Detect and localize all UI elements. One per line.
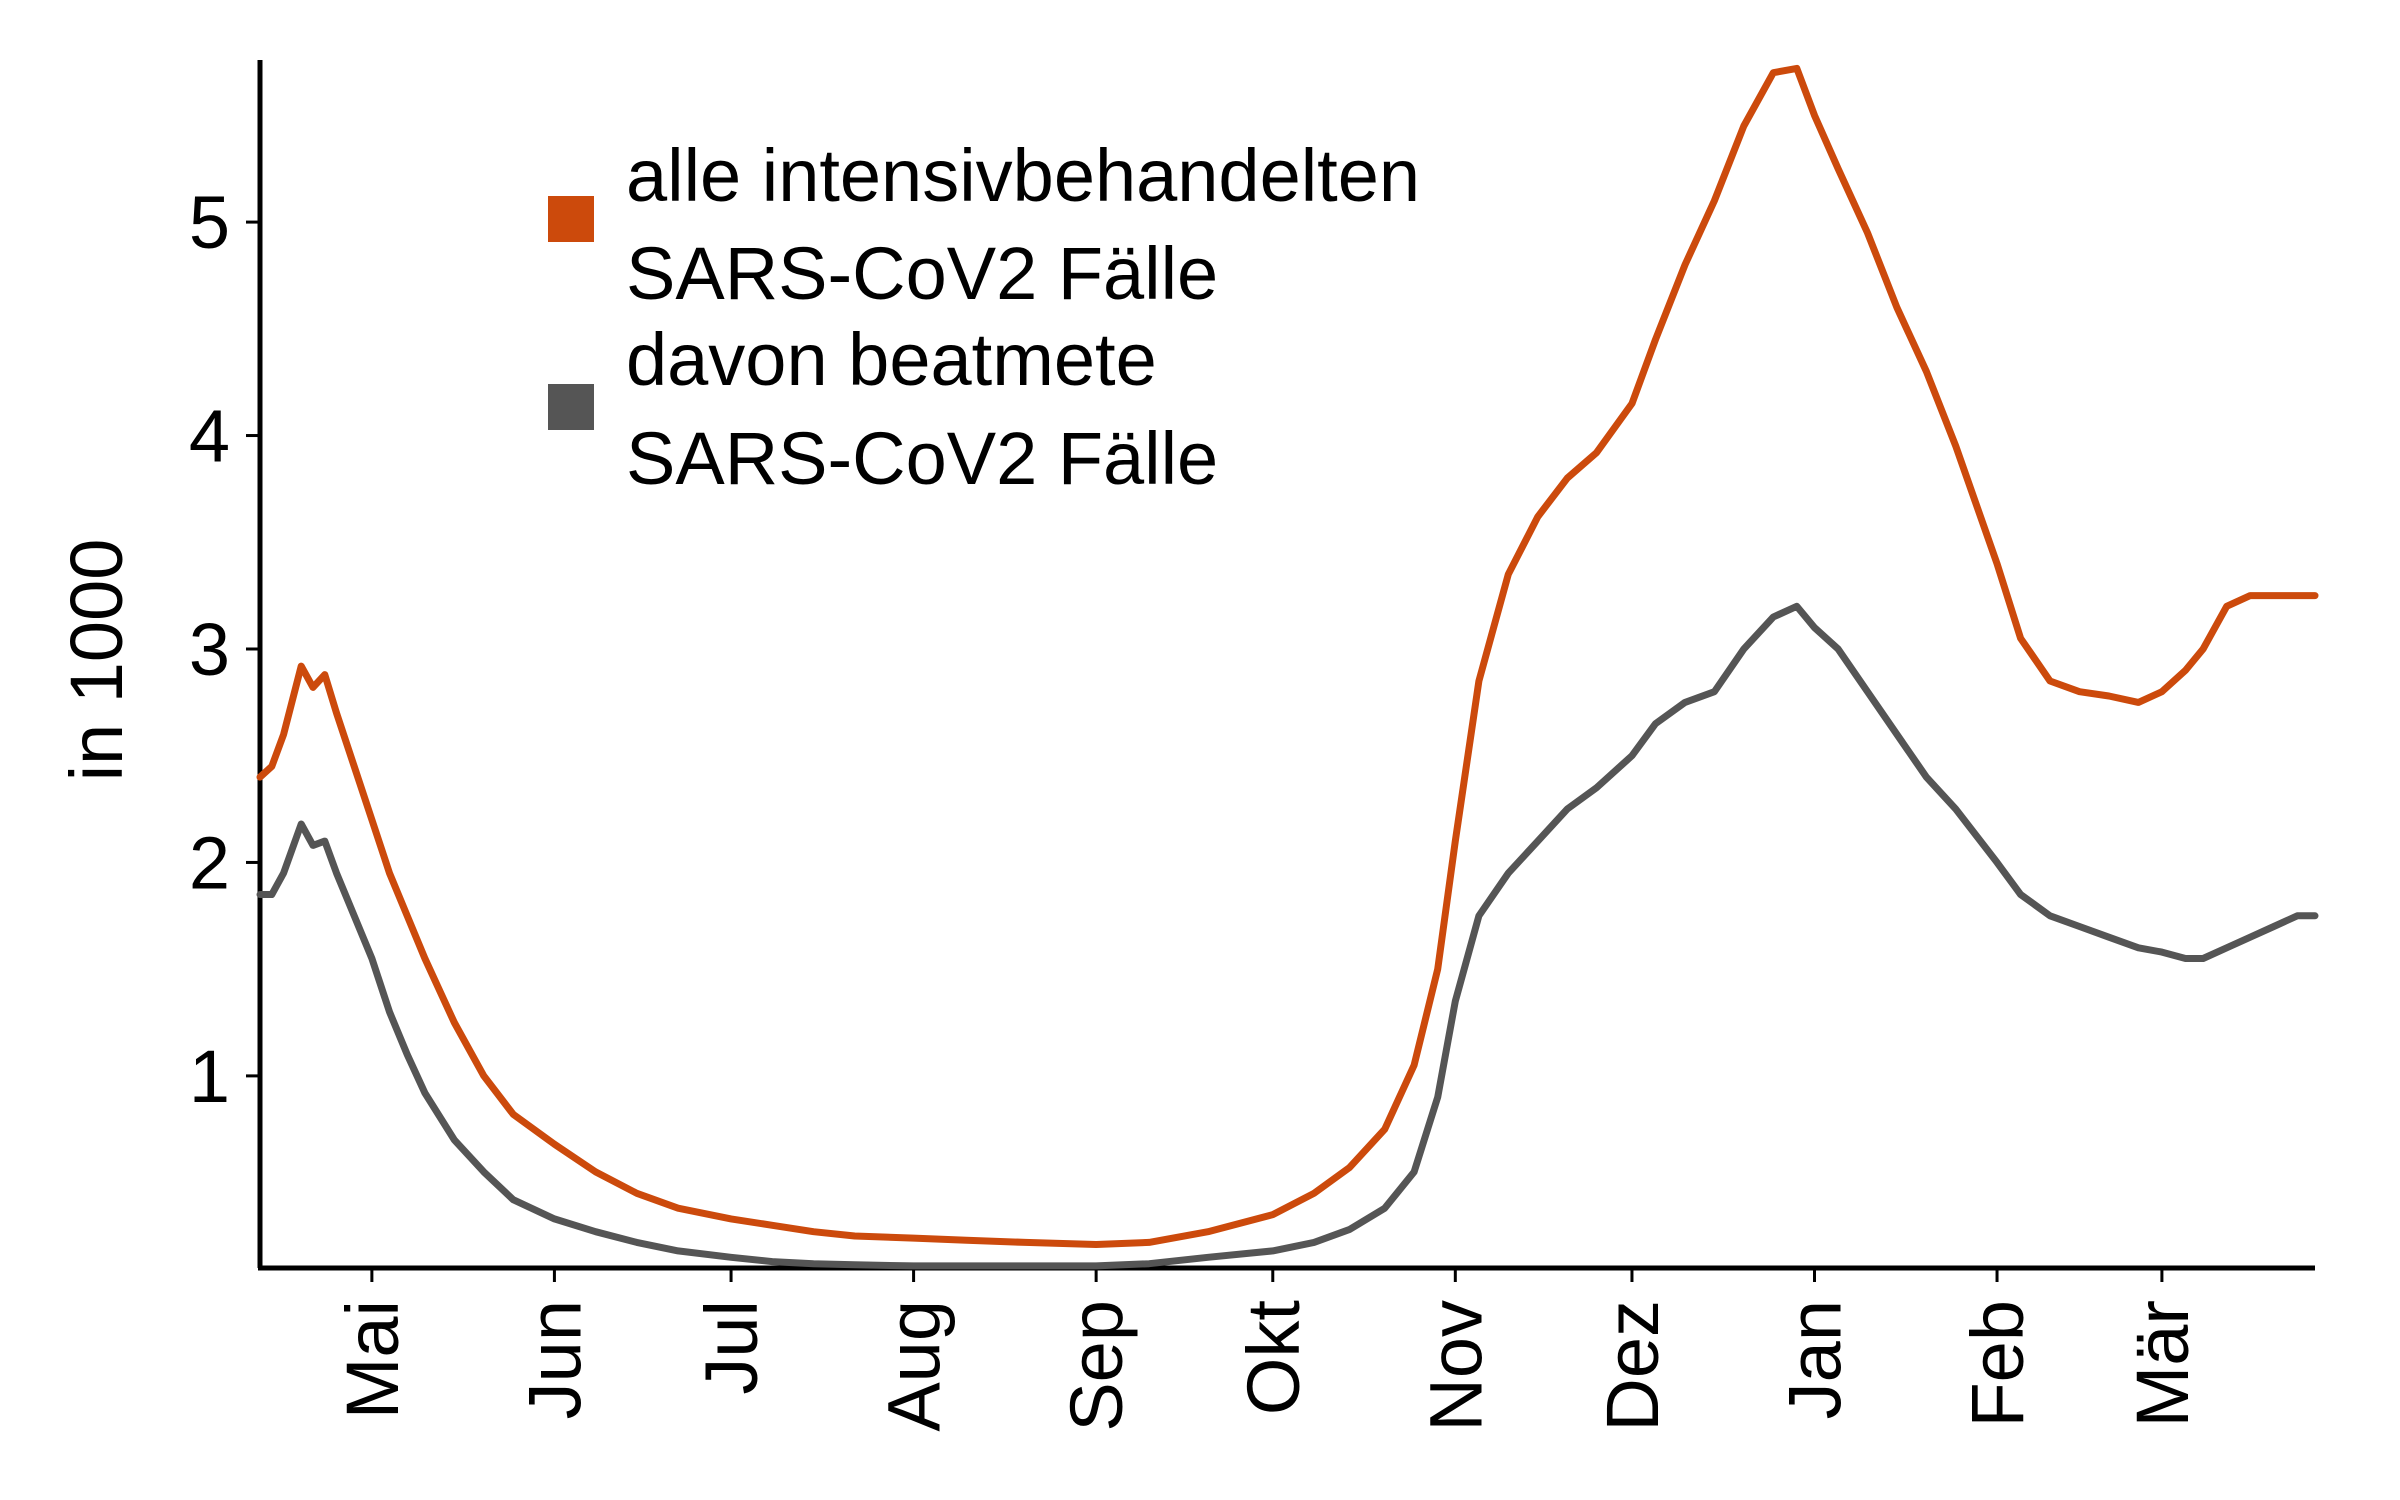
- x-tick-label: Jan: [1773, 1300, 1856, 1419]
- y-tick-label: 1: [189, 1035, 230, 1118]
- x-axis-ticks: Mai Jun Jul Aug Sep Okt Nov Dez Jan Feb Mär: [331, 1268, 2204, 1432]
- legend-label-icu-line2: SARS-CoV2 Fälle: [626, 232, 1218, 315]
- x-tick-label: Mai: [331, 1300, 414, 1419]
- x-tick-label: Jul: [690, 1300, 773, 1395]
- x-tick-label: Dez: [1591, 1300, 1674, 1432]
- x-tick-label: Feb: [1956, 1300, 2039, 1428]
- series-line-ventilated: [256, 602, 2319, 1270]
- x-tick-label: Sep: [1055, 1300, 1138, 1432]
- x-tick-label: Okt: [1232, 1300, 1315, 1416]
- x-tick-label: Nov: [1414, 1300, 1497, 1432]
- legend-swatch-ventilated: [548, 384, 594, 430]
- x-tick-label: Aug: [873, 1300, 956, 1432]
- y-axis-ticks: 1 2 3 4 5: [189, 181, 260, 1118]
- series-line-icu: [256, 64, 2319, 1248]
- y-tick-label: 2: [189, 821, 230, 904]
- legend-label-icu-line1: alle intensivbehandelten: [626, 134, 1420, 217]
- x-tick-label: Jun: [513, 1300, 596, 1419]
- y-tick-label: 5: [189, 181, 230, 264]
- legend-swatch-icu: [548, 196, 594, 242]
- y-axis-title: in 1000: [55, 539, 138, 782]
- series-lines: [256, 64, 2319, 1270]
- legend-label-ventilated-line2: SARS-CoV2 Fälle: [626, 417, 1218, 500]
- y-tick-label: 4: [189, 395, 230, 478]
- y-tick-label: 3: [189, 608, 230, 691]
- legend-label-ventilated-line1: davon beatmete: [626, 318, 1157, 401]
- x-tick-label: Mär: [2121, 1300, 2204, 1427]
- legend: alle intensivbehandelten SARS-CoV2 Fälle…: [548, 134, 1420, 500]
